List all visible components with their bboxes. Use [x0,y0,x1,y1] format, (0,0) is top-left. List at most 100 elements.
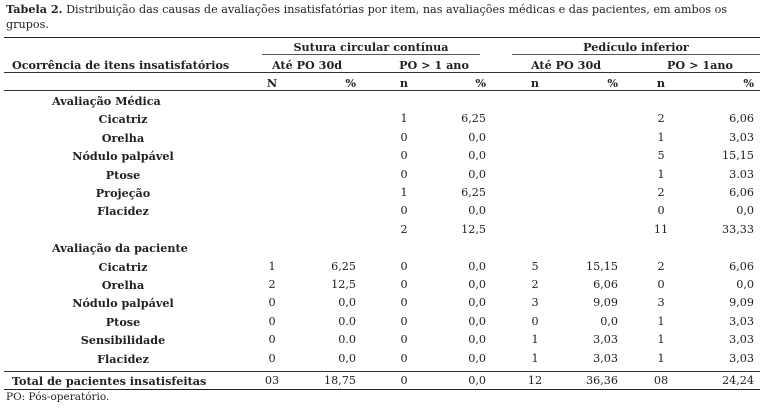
table-cell: 12,5 [461,222,486,236]
table-cell: 3,03 [729,351,754,365]
table-cell: 1 [657,167,665,181]
unit-header: n [656,76,666,90]
table-cell: 3 [657,296,665,310]
table-cell: 0,0 [736,278,754,291]
table-cell: 0,0 [468,296,486,310]
unit-header: N [266,76,278,90]
table-cell: 1 [400,112,408,126]
unit-header: % [345,76,356,90]
table-cell: 6,25 [461,186,486,199]
unit-header: % [607,76,618,90]
table-cell: 0,0 [468,130,486,144]
table-cell: 6,06 [729,259,754,273]
table-cell: 1 [268,259,276,273]
total-top-rule [4,371,760,372]
table-cell: 0,0 [468,351,486,365]
table-cell: 0.0 [338,314,356,328]
table-cell: 0 [268,351,276,365]
table-cell: 2 [657,186,665,199]
table-cell: 3,03 [593,333,618,347]
table-cell: 0,0 [338,351,356,365]
row-label: Nódulo palpável [72,296,174,311]
table-cell: 11 [653,222,669,236]
table-cell: 0 [268,333,276,347]
table-cell: 9,09 [593,296,618,310]
table-cell: 6,25 [461,112,486,126]
table-cell: 5 [657,149,665,163]
table-cell: 0 [400,314,408,328]
table-cell: 1 [657,351,665,365]
table-cell: 1 [531,351,539,365]
table-cell: 0 [400,259,408,273]
table-cell: 0,0 [338,296,356,310]
table-cell: 3,03 [593,351,618,365]
section-title: Avaliação Médica [52,94,161,108]
unit-header: n [530,76,540,90]
table-cell: 12,5 [331,278,356,291]
table-cell: 0.0 [338,333,356,347]
table-cell: 1 [531,333,539,347]
table-cell: 0 [268,314,276,328]
table-cell: 0 [400,149,408,163]
table-cell: 3.03 [729,167,754,181]
period-header: PO > 1 ano [399,58,469,72]
table-cell: 0,0 [468,374,486,387]
table-cell: 0 [400,351,408,365]
top-rule [4,37,760,38]
row-label: Orelha [101,130,145,145]
table-cell: 0,0 [468,333,486,347]
period-header: PO > 1ano [667,58,733,72]
total-label: Total de pacientes insatisfeitas [12,374,207,388]
bottom-rule [4,389,760,390]
table-cell: 1 [400,186,408,199]
table-cell: 0,0 [468,149,486,163]
group1-underline [262,54,480,55]
table-cell: 1 [657,314,665,328]
table-cell: 36,36 [585,374,618,387]
caption-text: Distribuição das causas de avaliações in… [6,3,728,31]
row-header: Ocorrência de itens insatisfatórios [12,58,230,72]
section-title: Avaliação da paciente [52,241,188,256]
table-cell: 03 [264,374,280,387]
group2-header: Pedículo inferior [583,40,689,54]
table-cell: 33,33 [721,222,754,236]
table-cell: 0 [657,278,665,291]
table-cell: 0 [400,278,408,291]
table-cell: 1 [657,130,665,144]
table-cell: 2 [268,278,276,291]
table-cell: 2 [657,259,665,273]
table-cell: 0,0 [468,259,486,273]
table-cell: 15,15 [585,259,618,273]
table-cell: 0,0 [600,314,618,328]
table-cell: 0 [268,296,276,310]
period-underline [4,72,760,73]
table-cell: 6,25 [331,259,356,273]
table-cell: 9,09 [729,296,754,310]
table-cell: 0,0 [468,314,486,328]
table-cell: 6,06 [593,278,618,291]
footnote: PO: Pós-operatório. [6,391,110,403]
table-cell: 3,03 [729,130,754,144]
table-caption: Tabela 2. Distribuição das causas de ava… [6,2,758,32]
table-cell: 24,24 [721,374,754,387]
row-label: Cicatriz [98,259,148,274]
row-label: Projeção [95,186,151,200]
table-cell: 0,0 [468,167,486,181]
row-label: Flacidez [97,351,149,366]
table-cell: 0 [400,130,408,144]
table-cell: 2 [400,222,408,236]
table-cell: 0 [400,333,408,347]
unit-header: % [743,76,754,90]
row-label: Cicatriz [98,112,148,127]
table-cell: 15,15 [721,149,754,163]
row-label: Ptose [105,314,141,329]
table-cell: 3 [531,296,539,310]
table-cell: 0 [400,167,408,181]
table-cell: 08 [653,374,669,387]
caption-label: Tabela 2. [6,2,63,16]
table-cell: 0,0 [468,278,486,291]
table-cell: 2 [657,112,665,126]
table-cell: 0,0 [468,204,486,218]
table-cell: 18,75 [323,374,356,387]
table-cell: 0,0 [736,204,754,218]
